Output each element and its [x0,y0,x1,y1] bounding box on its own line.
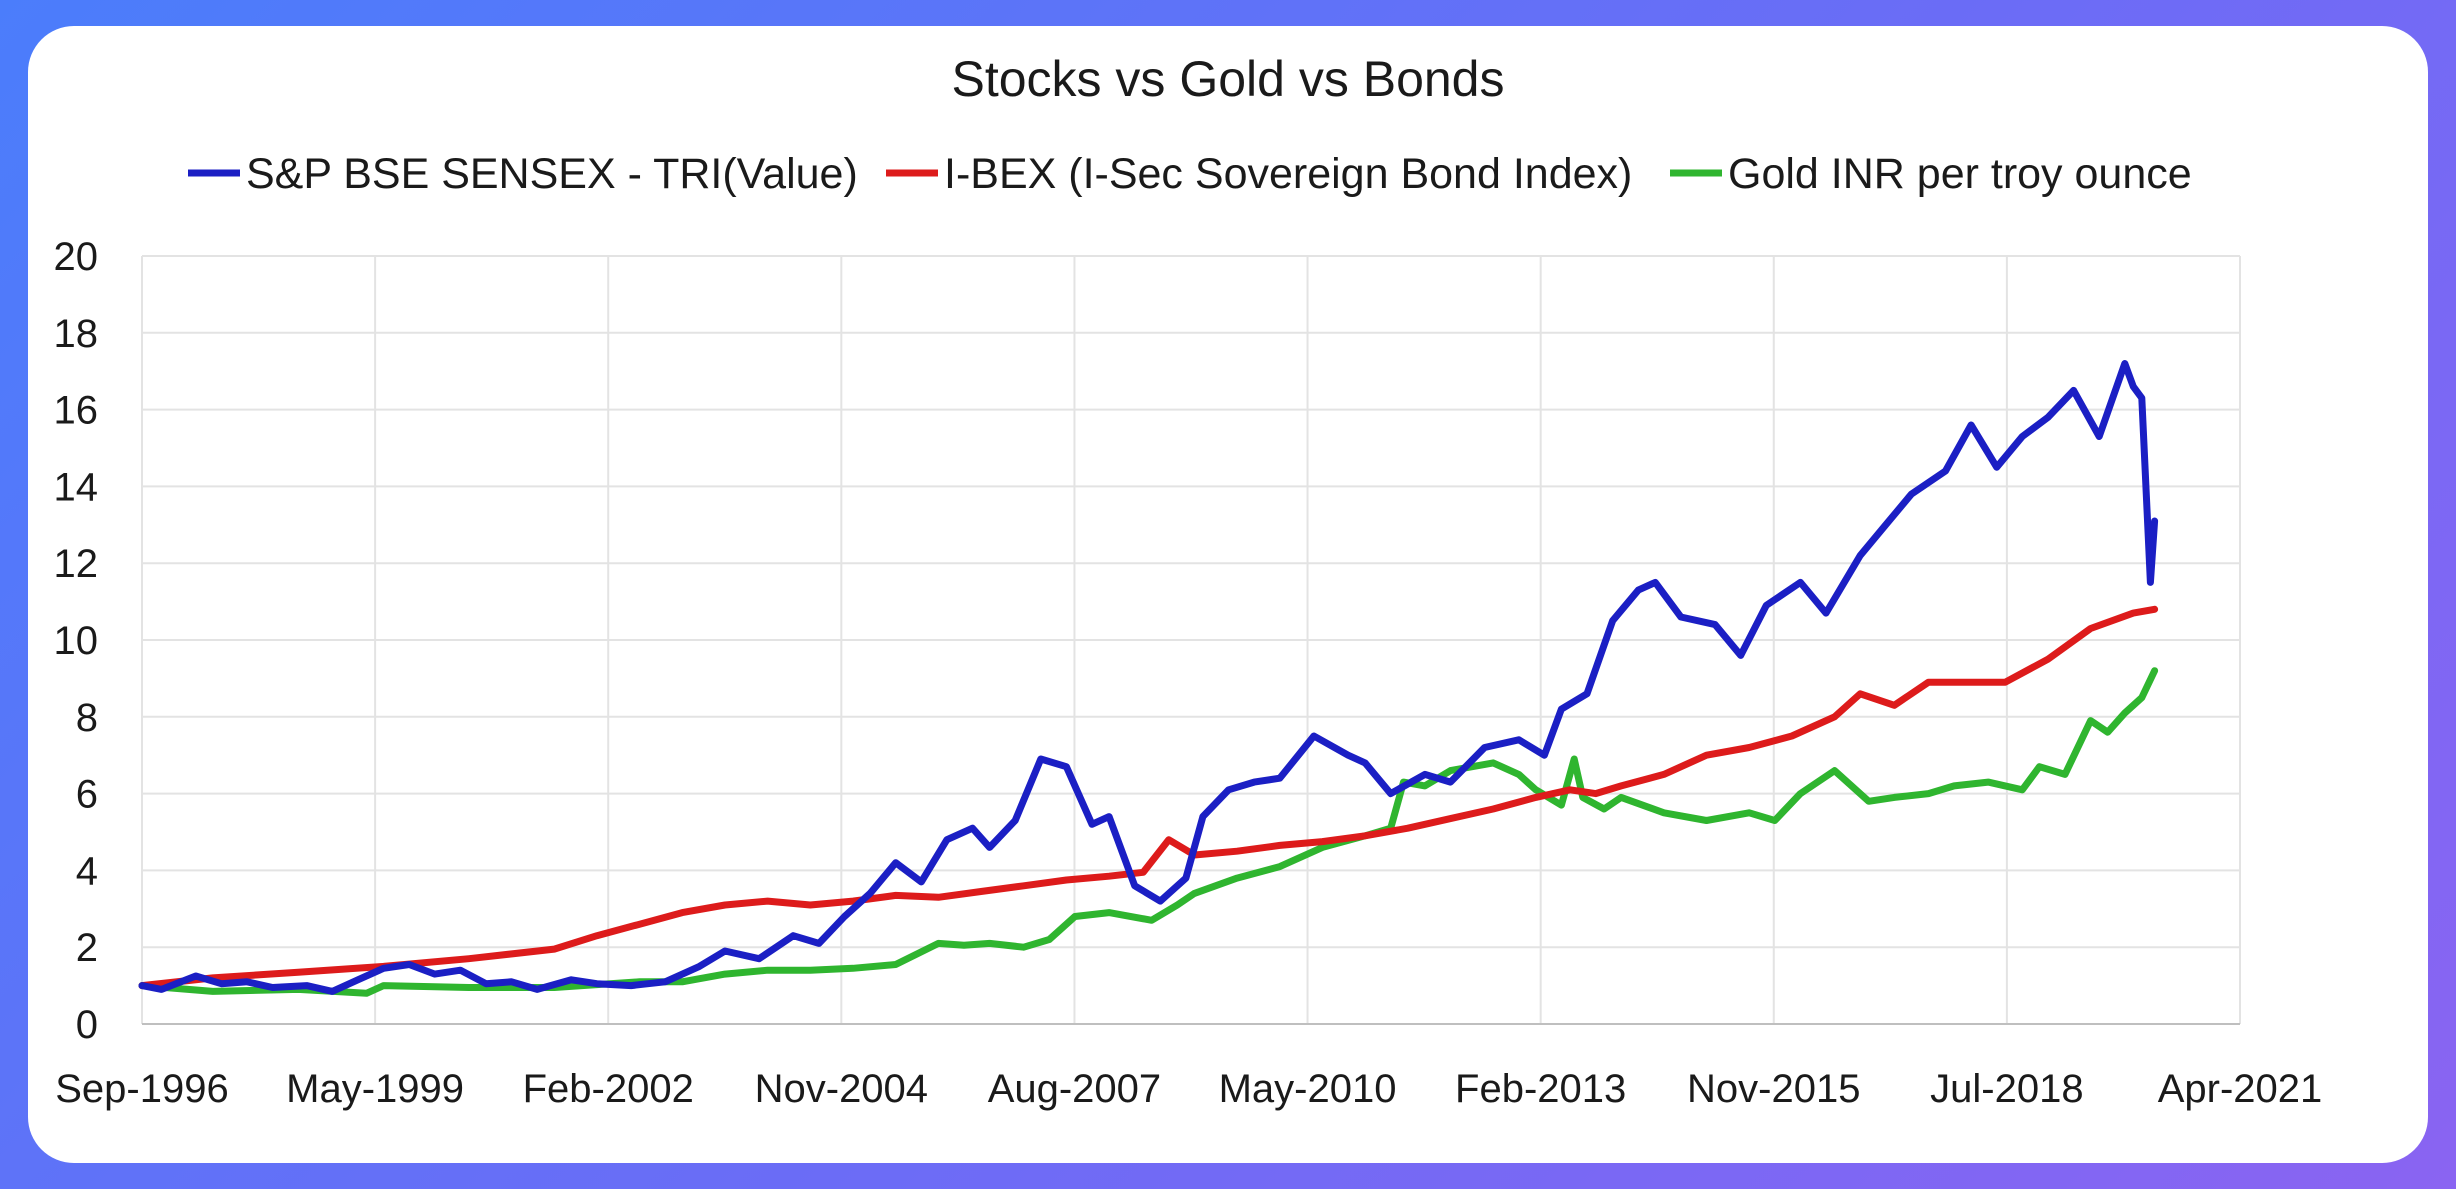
y-tick-label: 4 [76,849,98,893]
y-tick-label: 2 [76,926,98,970]
x-tick-label: Jul-2018 [1930,1067,2083,1111]
x-tick-label: May-1999 [286,1067,464,1111]
series-lines [138,360,2159,997]
x-tick-label: Nov-2004 [755,1067,928,1111]
series-line-sensex [138,360,2159,995]
x-tick-label: Aug-2007 [988,1067,1161,1111]
line-chart: Stocks vs Gold vs Bonds S&P BSE SENSEX -… [54,51,2323,1111]
series-line-ibex [138,605,2159,990]
legend-label-ibex: I-BEX (I-Sec Sovereign Bond Index) [944,150,1632,198]
y-tick-label: 12 [54,542,99,586]
x-tick-label: May-2010 [1219,1067,1397,1111]
legend: S&P BSE SENSEX - TRI(Value) I-BEX (I-Sec… [188,150,2192,198]
x-tick-label: Feb-2013 [1455,1067,1626,1111]
legend-label-sensex: S&P BSE SENSEX - TRI(Value) [246,150,858,198]
chart-card: Stocks vs Gold vs Bonds S&P BSE SENSEX -… [28,26,2428,1163]
y-axis-ticks: 0 2 4 6 8 10 12 14 16 18 20 [54,235,99,1047]
y-tick-label: 6 [76,773,98,817]
y-tick-label: 8 [76,696,98,740]
series-line-gold [138,667,2159,997]
x-tick-label: Sep-1996 [55,1067,228,1111]
legend-label-gold: Gold INR per troy ounce [1728,150,2192,198]
gridlines [141,255,2241,1024]
legend-item-gold: Gold INR per troy ounce [1670,150,2192,198]
legend-item-ibex: I-BEX (I-Sec Sovereign Bond Index) [886,150,1632,198]
x-axis-ticks: Sep-1996 May-1999 Feb-2002 Nov-2004 Aug-2007… [55,1067,2322,1111]
y-tick-label: 10 [54,619,99,663]
y-tick-label: 0 [76,1003,98,1047]
y-tick-label: 18 [54,312,99,356]
x-tick-label: Feb-2002 [523,1067,694,1111]
y-tick-label: 20 [54,235,99,279]
chart-title: Stocks vs Gold vs Bonds [951,51,1504,107]
x-tick-label: Nov-2015 [1687,1067,1860,1111]
y-tick-label: 16 [54,389,99,433]
y-tick-label: 14 [54,465,99,509]
x-tick-label: Apr-2021 [2158,1067,2323,1111]
legend-item-sensex: S&P BSE SENSEX - TRI(Value) [188,150,858,198]
